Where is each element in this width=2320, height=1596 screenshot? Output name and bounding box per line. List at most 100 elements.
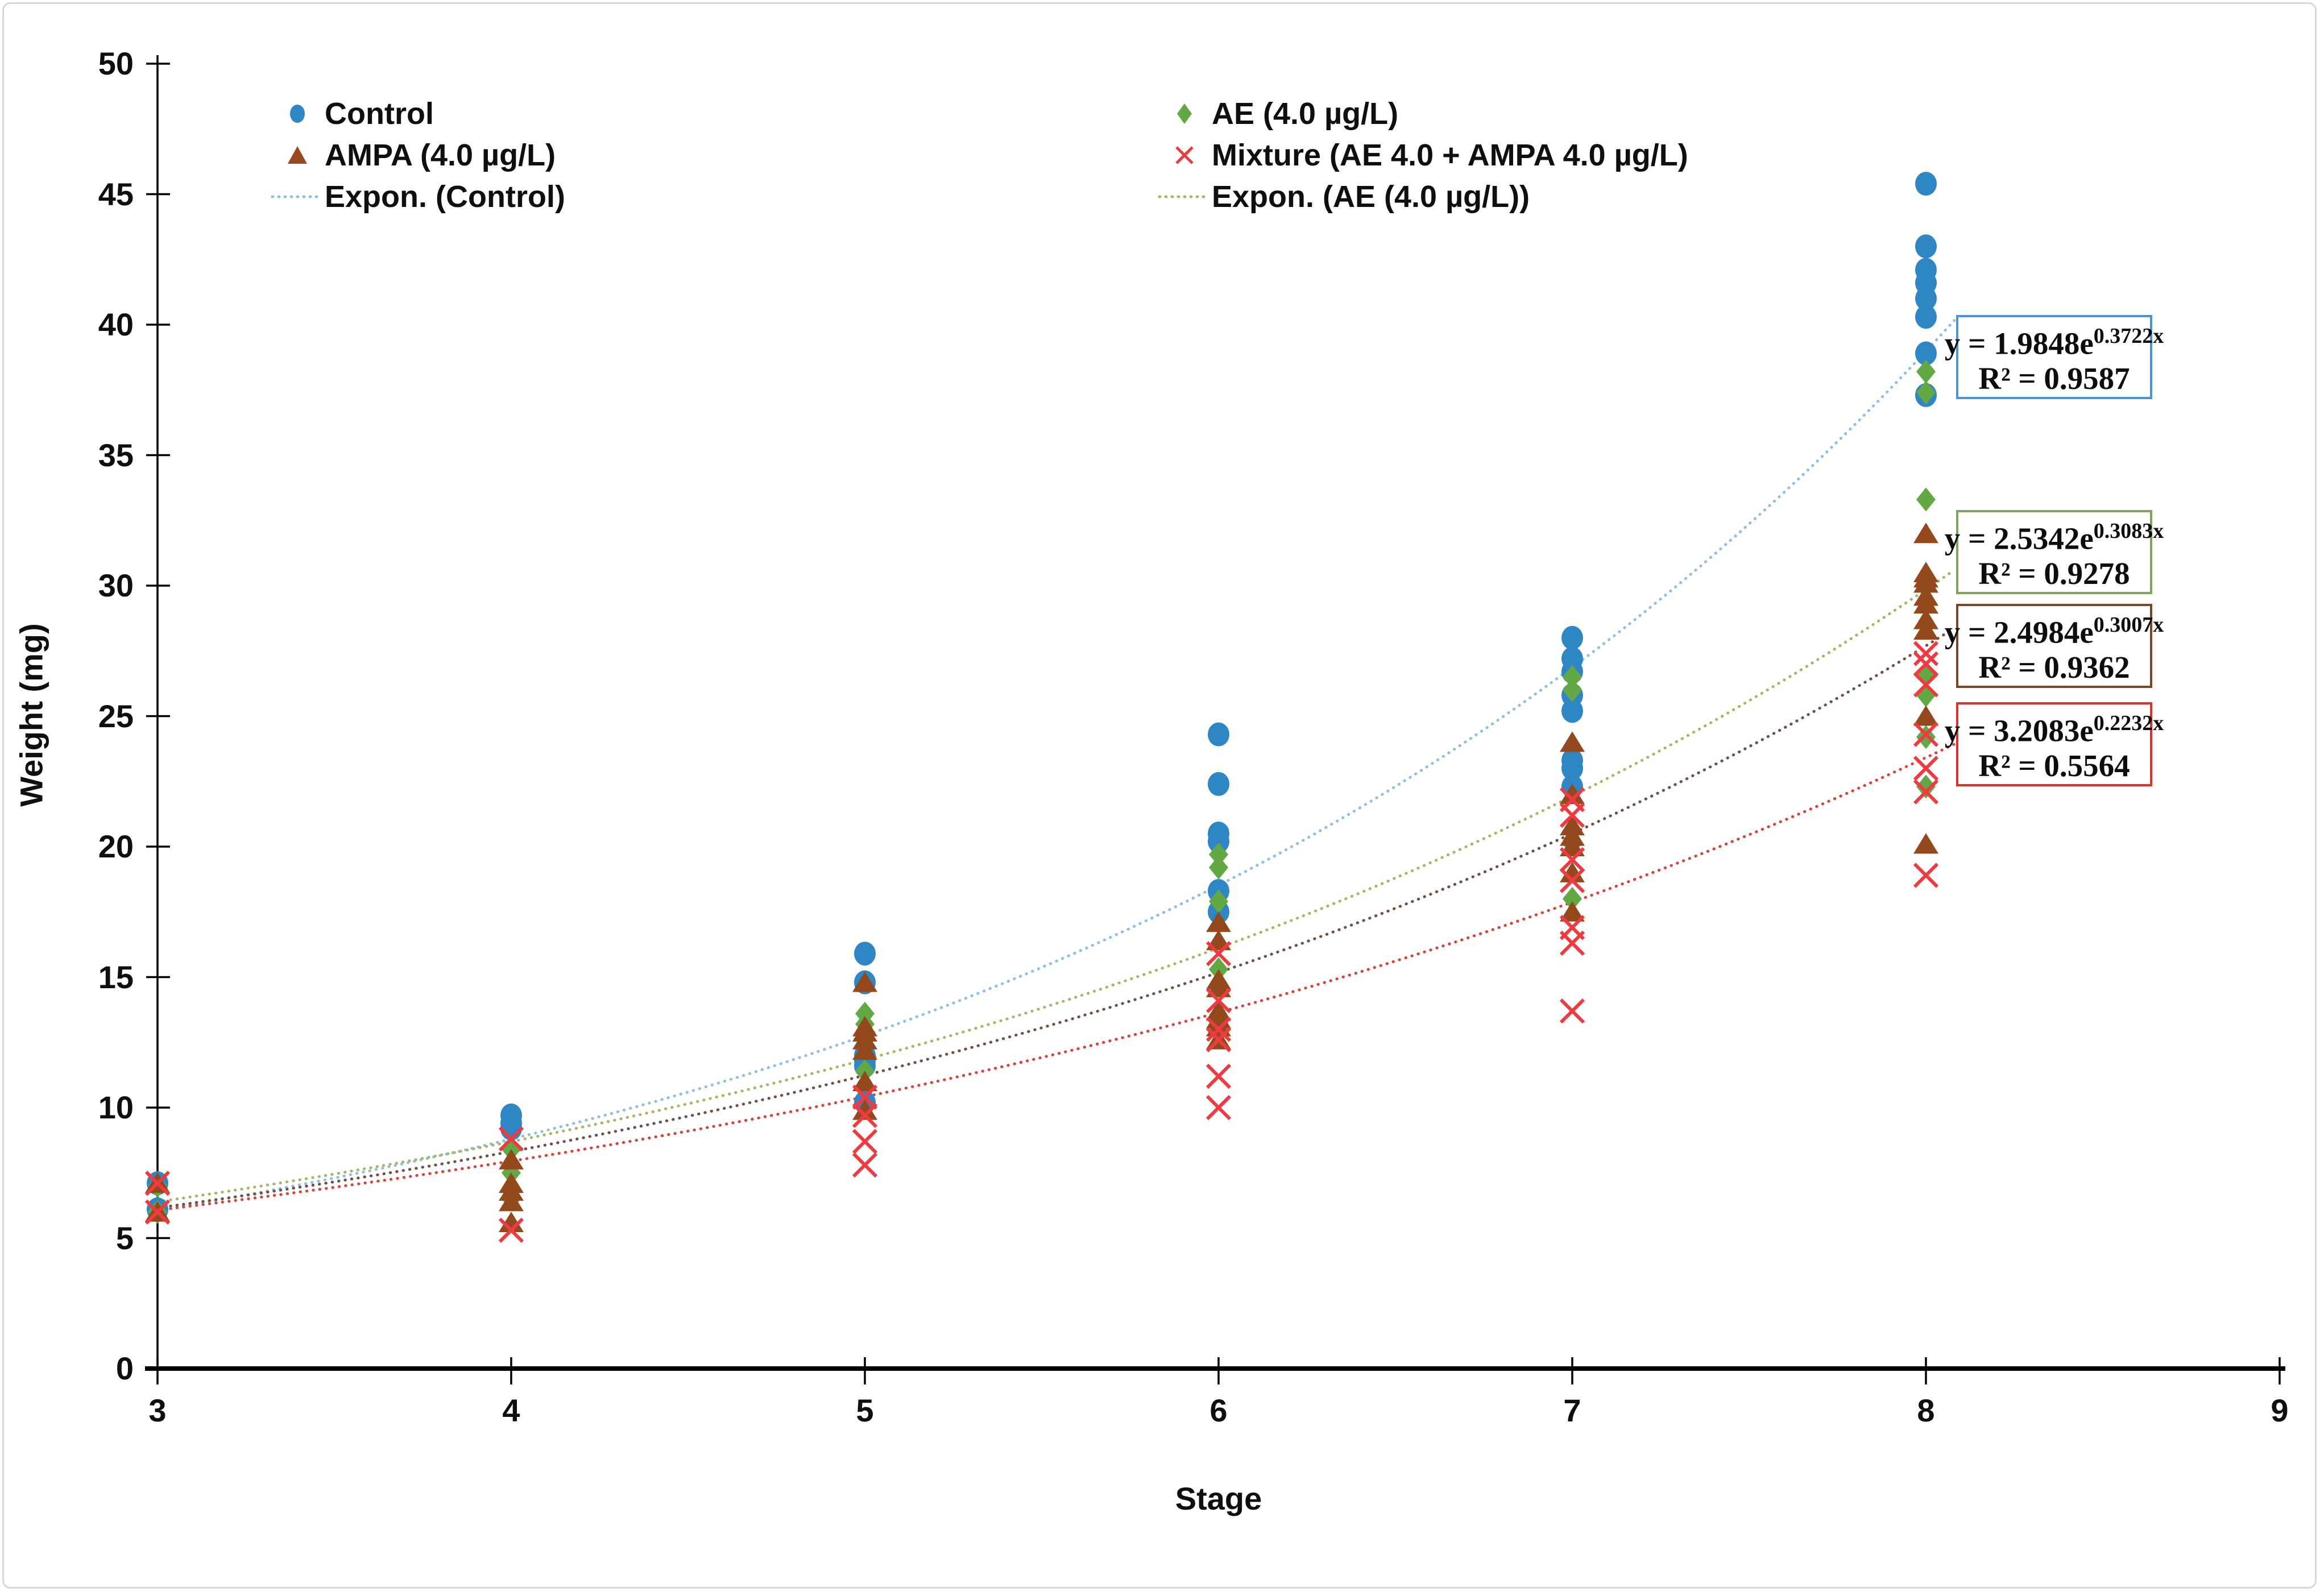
data-point-triangle bbox=[1913, 572, 1938, 593]
data-point-circle bbox=[1915, 172, 1937, 196]
circle-marker-icon bbox=[290, 104, 305, 123]
data-point-x bbox=[1205, 988, 1232, 1013]
r-squared-text: R² = 0.9278 bbox=[1978, 556, 2130, 591]
data-point-x bbox=[1913, 651, 1939, 677]
data-point-diamond bbox=[1916, 487, 1936, 512]
data-point-x bbox=[1559, 802, 1585, 828]
data-point-x bbox=[1559, 868, 1585, 893]
data-point-triangle bbox=[499, 1180, 524, 1201]
equation-text: y = 2.4984e0.3007x bbox=[1944, 613, 2164, 650]
data-point-diamond bbox=[1916, 380, 1936, 405]
data-point-circle bbox=[1208, 772, 1229, 796]
data-point-triangle bbox=[1560, 731, 1585, 752]
data-point-triangle bbox=[1913, 593, 1938, 614]
y-tick-label: 30 bbox=[98, 567, 134, 603]
equation-text: y = 1.9848e0.3722x bbox=[1944, 324, 2164, 361]
r-squared-text: R² = 0.9587 bbox=[1978, 360, 2130, 396]
x-tick-label: 9 bbox=[2271, 1392, 2289, 1428]
trendline bbox=[156, 627, 1956, 1209]
legend-label: Expon. (AE (4.0 µg/L)) bbox=[1212, 179, 1530, 214]
data-point-triangle bbox=[852, 1071, 877, 1092]
data-point-x bbox=[1913, 756, 1939, 781]
data-point-circle bbox=[1561, 756, 1583, 781]
trendline bbox=[156, 743, 1956, 1212]
data-point-triangle bbox=[852, 971, 877, 992]
r-squared-text: R² = 0.9362 bbox=[1978, 649, 2130, 685]
legend-item-mixture: Mixture (AE 4.0 + AMPA 4.0 µg/L) bbox=[1157, 134, 1688, 176]
data-point-diamond bbox=[1916, 359, 1936, 384]
legend-item-expon-ae: Expon. (AE (4.0 µg/L)) bbox=[1157, 176, 1688, 217]
chart-canvas bbox=[144, 55, 2285, 1384]
data-point-circle bbox=[1561, 625, 1583, 650]
data-point-diamond bbox=[1563, 678, 1582, 702]
x-tick-label: 8 bbox=[1917, 1392, 1935, 1428]
legend-column-right: AE (4.0 µg/L) Mixture (AE 4.0 + AMPA 4.0… bbox=[1157, 93, 1688, 217]
legend-label: AE (4.0 µg/L) bbox=[1212, 96, 1399, 131]
data-point-triangle bbox=[852, 1039, 877, 1060]
y-tick-label: 10 bbox=[98, 1089, 134, 1125]
x-tick-label: 4 bbox=[502, 1392, 520, 1428]
data-point-x bbox=[144, 1170, 171, 1196]
equation-box-control: y = 1.9848e0.3722x R² = 0.9587 bbox=[1945, 315, 2164, 399]
equation-text: y = 2.5342e0.3083x bbox=[1944, 519, 2164, 556]
data-point-x bbox=[852, 1084, 878, 1110]
data-point-circle bbox=[1915, 234, 1937, 259]
equation-box-ae: y = 2.5342e0.3083x R² = 0.9278 bbox=[1945, 510, 2164, 594]
data-point-circle bbox=[1561, 699, 1583, 723]
x-axis-title: Stage bbox=[1175, 1481, 1262, 1516]
data-point-x bbox=[1205, 1017, 1232, 1042]
legend-item-ampa: AMPA (4.0 µg/L) bbox=[270, 134, 565, 176]
data-point-diamond bbox=[1209, 855, 1228, 880]
data-point-triangle bbox=[852, 1099, 877, 1120]
data-point-x bbox=[1559, 847, 1585, 873]
data-point-circle bbox=[1915, 287, 1937, 311]
equation-box-ampa: y = 2.4984e0.3007x R² = 0.9362 bbox=[1945, 604, 2164, 688]
data-point-x bbox=[852, 1152, 878, 1178]
data-point-triangle bbox=[1560, 901, 1585, 922]
data-point-triangle bbox=[1560, 825, 1585, 846]
data-point-x bbox=[144, 1199, 171, 1225]
r-squared-text: R² = 0.5564 bbox=[1978, 748, 2130, 783]
data-point-x bbox=[1913, 779, 1939, 805]
legend-column-left: Control AMPA (4.0 µg/L) Expon. (Control) bbox=[270, 93, 565, 217]
y-tick-label: 25 bbox=[98, 698, 134, 734]
trendline bbox=[156, 569, 1956, 1204]
data-point-triangle bbox=[499, 1191, 524, 1212]
data-point-x bbox=[1913, 672, 1939, 698]
trendline bbox=[156, 319, 1956, 1212]
dotted-line-icon bbox=[1158, 195, 1211, 198]
data-point-triangle bbox=[1560, 784, 1585, 805]
y-tick-label: 50 bbox=[98, 45, 134, 81]
data-point-x bbox=[1205, 1027, 1232, 1052]
legend-label: Control bbox=[325, 96, 434, 131]
data-point-triangle bbox=[1560, 815, 1585, 836]
y-tick-label: 40 bbox=[98, 306, 134, 342]
equation-box-mixture: y = 3.2083e0.2232x R² = 0.5564 bbox=[1945, 702, 2164, 786]
data-point-x bbox=[1205, 1095, 1232, 1121]
data-point-diamond bbox=[1209, 889, 1228, 914]
legend-label: Expon. (Control) bbox=[325, 179, 565, 214]
data-point-triangle bbox=[1913, 833, 1938, 854]
y-tick-label: 15 bbox=[98, 959, 134, 995]
data-point-triangle bbox=[1913, 608, 1938, 629]
data-point-triangle bbox=[852, 1029, 877, 1050]
data-point-x bbox=[1559, 998, 1585, 1024]
data-point-triangle bbox=[1913, 705, 1938, 726]
data-point-triangle bbox=[1913, 619, 1938, 640]
x-tick-label: 7 bbox=[1563, 1392, 1581, 1428]
data-point-triangle bbox=[499, 1149, 524, 1170]
x-tick-label: 5 bbox=[856, 1392, 874, 1428]
x-tick-label: 6 bbox=[1209, 1392, 1228, 1428]
legend-item-expon-control: Expon. (Control) bbox=[270, 176, 565, 217]
data-point-x bbox=[1559, 930, 1585, 956]
data-point-circle bbox=[1915, 341, 1937, 366]
data-point-x bbox=[498, 1217, 524, 1243]
data-point-x bbox=[1913, 641, 1939, 666]
data-point-circle bbox=[1208, 722, 1229, 747]
data-point-diamond bbox=[1563, 665, 1582, 689]
data-point-triangle bbox=[1560, 861, 1585, 882]
legend-item-ae: AE (4.0 µg/L) bbox=[1157, 93, 1688, 134]
data-point-x bbox=[852, 1129, 878, 1154]
data-point-triangle bbox=[1206, 911, 1231, 932]
